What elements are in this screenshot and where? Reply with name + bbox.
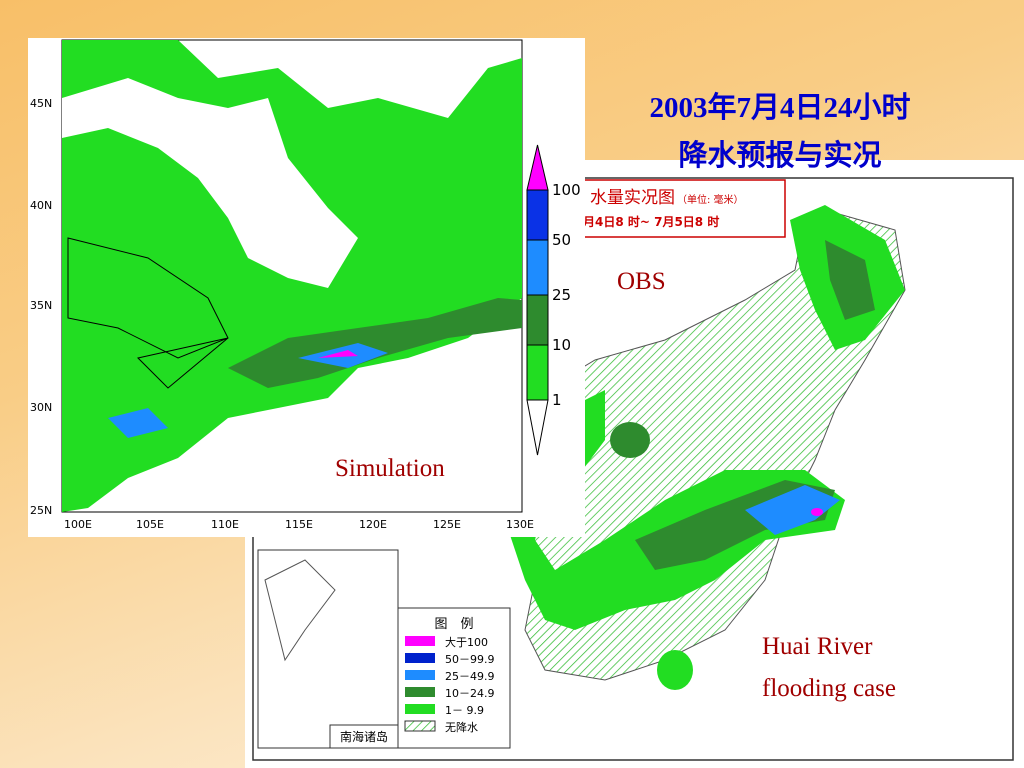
title-line: 2003年7月4日24小时 — [649, 92, 911, 124]
colorbar-segment — [526, 239, 549, 296]
colorbar-segment — [526, 344, 549, 401]
colorbar-label: 25 — [552, 286, 571, 304]
legend-title: 图 例 — [434, 617, 473, 632]
lat-label: 25N — [30, 504, 52, 517]
lon-label: 120E — [359, 518, 387, 531]
obs-map: 水量实况图 （单位: 毫米） 月4日8 时~ 7月5日8 时 南海诸岛 图 例 … — [245, 160, 1024, 768]
colorbar-segment — [526, 399, 549, 456]
annotation-line: flooding case — [762, 675, 896, 702]
legend-swatch — [404, 720, 436, 732]
title-line: 降水预报与实况 — [678, 140, 882, 172]
colorbar-label: 50 — [552, 231, 571, 249]
lon-label: 130E — [506, 518, 534, 531]
rain-west — [610, 422, 650, 458]
colorbar-label: 1 — [552, 391, 562, 409]
obs-header-period: 月4日8 时~ 7月5日8 时 — [582, 214, 719, 229]
lat-label: 35N — [30, 299, 52, 312]
legend-label: 10－24.9 — [445, 687, 495, 700]
legend-label: 大于100 — [445, 635, 488, 649]
sim-borders — [67, 237, 229, 389]
inset-map — [257, 549, 399, 749]
simulation-map: 45N 40N 35N 30N 25N 100E 105E 110E 115E 120E 125E 1… — [28, 38, 585, 537]
obs-label: OBS — [617, 268, 666, 295]
annotation-line: Huai River — [762, 633, 873, 660]
colorbar-label: 10 — [552, 336, 571, 354]
legend: 图 例 大于100 50－99.9 25－49.9 10－24.9 1－ 9.9 无降水 — [397, 607, 511, 749]
legend-label: 50－99.9 — [445, 653, 495, 666]
obs-header-unit: （单位: 毫米） — [677, 193, 744, 206]
rain-northeast-heavy — [825, 240, 875, 320]
legend-label: 无降水 — [445, 720, 478, 734]
lon-label: 115E — [285, 518, 313, 531]
lon-label: 125E — [433, 518, 461, 531]
lat-label: 30N — [30, 401, 52, 414]
lon-label: 105E — [136, 518, 164, 531]
simulation-label: Simulation — [335, 455, 445, 482]
legend-swatch — [405, 653, 435, 663]
legend-swatch — [405, 704, 435, 714]
rain-core — [745, 485, 840, 535]
lat-label: 40N — [30, 199, 52, 212]
rain-south — [657, 650, 693, 690]
legend-label: 25－49.9 — [445, 670, 495, 683]
sim-heavy — [228, 298, 522, 388]
obs-header-title: 水量实况图 — [590, 188, 675, 208]
lon-label: 100E — [64, 518, 92, 531]
annotation: Huai River flooding case — [762, 626, 896, 710]
lat-label: 45N — [30, 97, 52, 110]
inset-coast — [264, 559, 336, 662]
colorbar-segment — [526, 294, 549, 346]
lon-label: 110E — [211, 518, 239, 531]
sim-dry — [62, 78, 358, 288]
colorbar-label: 100 — [552, 181, 581, 199]
legend-swatch — [405, 636, 435, 646]
sim-max — [318, 350, 358, 358]
legend-swatch — [405, 687, 435, 697]
rain-band — [505, 390, 845, 630]
colorbar-segment — [526, 189, 549, 241]
legend-label: 1－ 9.9 — [445, 704, 484, 717]
slide-title: 2003年7月4日24小时 降水预报与实况 — [560, 84, 1000, 180]
obs-header-box — [579, 179, 786, 238]
inset-label: 南海诸岛 — [340, 729, 388, 744]
rain-max — [811, 508, 823, 516]
legend-swatch — [405, 670, 435, 680]
sim-core-west — [108, 408, 168, 438]
